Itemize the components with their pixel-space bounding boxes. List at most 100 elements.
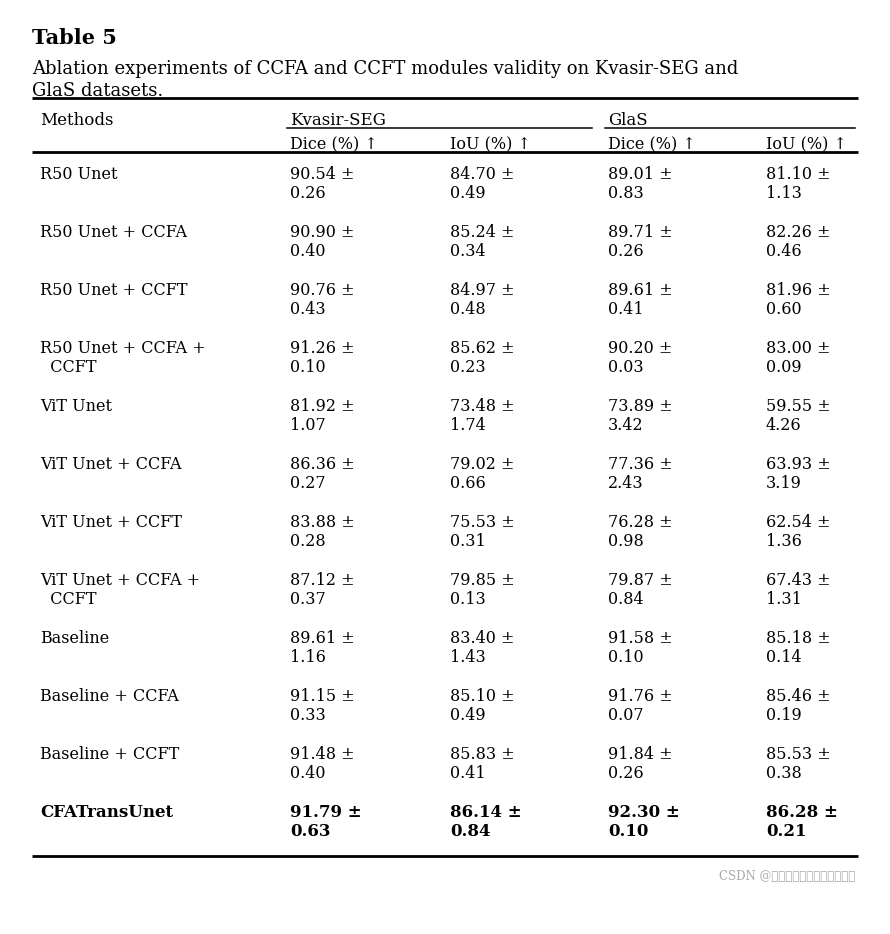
Text: 89.01 ±: 89.01 ± — [608, 166, 673, 183]
Text: Baseline: Baseline — [40, 630, 109, 647]
Text: Dice (%) ↑: Dice (%) ↑ — [608, 136, 696, 153]
Text: 0.98: 0.98 — [608, 533, 643, 550]
Text: 90.90 ±: 90.90 ± — [290, 224, 354, 241]
Text: R50 Unet: R50 Unet — [40, 166, 117, 183]
Text: 0.41: 0.41 — [450, 765, 486, 782]
Text: 0.48: 0.48 — [450, 301, 486, 318]
Text: 0.13: 0.13 — [450, 591, 486, 608]
Text: 73.89 ±: 73.89 ± — [608, 398, 673, 415]
Text: 79.87 ±: 79.87 ± — [608, 572, 673, 589]
Text: 0.41: 0.41 — [608, 301, 643, 318]
Text: 91.79 ±: 91.79 ± — [290, 804, 361, 821]
Text: 85.62 ±: 85.62 ± — [450, 340, 514, 357]
Text: ViT Unet: ViT Unet — [40, 398, 112, 415]
Text: 0.66: 0.66 — [450, 475, 486, 492]
Text: 75.53 ±: 75.53 ± — [450, 514, 514, 531]
Text: GlaS datasets.: GlaS datasets. — [32, 82, 163, 100]
Text: 89.61 ±: 89.61 ± — [290, 630, 355, 647]
Text: Kvasir-SEG: Kvasir-SEG — [290, 112, 386, 129]
Text: 1.07: 1.07 — [290, 417, 326, 434]
Text: 85.10 ±: 85.10 ± — [450, 688, 514, 705]
Text: 83.00 ±: 83.00 ± — [766, 340, 830, 357]
Text: 90.76 ±: 90.76 ± — [290, 282, 354, 299]
Text: 86.28 ±: 86.28 ± — [766, 804, 837, 821]
Text: 85.18 ±: 85.18 ± — [766, 630, 830, 647]
Text: 0.63: 0.63 — [290, 823, 330, 840]
Text: 0.38: 0.38 — [766, 765, 802, 782]
Text: 0.26: 0.26 — [608, 243, 643, 260]
Text: 0.37: 0.37 — [290, 591, 326, 608]
Text: 0.83: 0.83 — [608, 185, 643, 202]
Text: Dice (%) ↑: Dice (%) ↑ — [290, 136, 377, 153]
Text: 81.96 ±: 81.96 ± — [766, 282, 830, 299]
Text: 1.43: 1.43 — [450, 649, 486, 666]
Text: 0.26: 0.26 — [290, 185, 326, 202]
Text: 0.10: 0.10 — [290, 359, 326, 376]
Text: 67.43 ±: 67.43 ± — [766, 572, 830, 589]
Text: 91.15 ±: 91.15 ± — [290, 688, 355, 705]
Text: 0.40: 0.40 — [290, 243, 326, 260]
Text: IoU (%) ↑: IoU (%) ↑ — [450, 136, 530, 153]
Text: 0.84: 0.84 — [608, 591, 643, 608]
Text: 3.19: 3.19 — [766, 475, 802, 492]
Text: 82.26 ±: 82.26 ± — [766, 224, 830, 241]
Text: 79.85 ±: 79.85 ± — [450, 572, 514, 589]
Text: 73.48 ±: 73.48 ± — [450, 398, 514, 415]
Text: 81.92 ±: 81.92 ± — [290, 398, 354, 415]
Text: 90.54 ±: 90.54 ± — [290, 166, 354, 183]
Text: 1.13: 1.13 — [766, 185, 802, 202]
Text: 0.19: 0.19 — [766, 707, 802, 724]
Text: 85.53 ±: 85.53 ± — [766, 746, 830, 763]
Text: 62.54 ±: 62.54 ± — [766, 514, 830, 531]
Text: ViT Unet + CCFA +: ViT Unet + CCFA + — [40, 572, 200, 589]
Text: Table 5: Table 5 — [32, 28, 117, 48]
Text: 4.26: 4.26 — [766, 417, 802, 434]
Text: GlaS: GlaS — [608, 112, 648, 129]
Text: R50 Unet + CCFA +: R50 Unet + CCFA + — [40, 340, 206, 357]
Text: 91.26 ±: 91.26 ± — [290, 340, 354, 357]
Text: 0.46: 0.46 — [766, 243, 802, 260]
Text: 92.30 ±: 92.30 ± — [608, 804, 680, 821]
Text: 0.26: 0.26 — [608, 765, 643, 782]
Text: 85.46 ±: 85.46 ± — [766, 688, 830, 705]
Text: 0.14: 0.14 — [766, 649, 802, 666]
Text: 0.31: 0.31 — [450, 533, 486, 550]
Text: R50 Unet + CCFA: R50 Unet + CCFA — [40, 224, 187, 241]
Text: 0.10: 0.10 — [608, 823, 649, 840]
Text: R50 Unet + CCFT: R50 Unet + CCFT — [40, 282, 188, 299]
Text: 91.84 ±: 91.84 ± — [608, 746, 673, 763]
Text: 77.36 ±: 77.36 ± — [608, 456, 673, 473]
Text: 87.12 ±: 87.12 ± — [290, 572, 354, 589]
Text: 79.02 ±: 79.02 ± — [450, 456, 514, 473]
Text: 63.93 ±: 63.93 ± — [766, 456, 830, 473]
Text: CSDN @医学分割哇哇哇哇哇哇哇哇: CSDN @医学分割哇哇哇哇哇哇哇哇 — [719, 870, 855, 883]
Text: Baseline + CCFA: Baseline + CCFA — [40, 688, 179, 705]
Text: 59.55 ±: 59.55 ± — [766, 398, 830, 415]
Text: 91.76 ±: 91.76 ± — [608, 688, 673, 705]
Text: 0.03: 0.03 — [608, 359, 643, 376]
Text: 83.40 ±: 83.40 ± — [450, 630, 514, 647]
Text: 86.14 ±: 86.14 ± — [450, 804, 522, 821]
Text: 1.16: 1.16 — [290, 649, 326, 666]
Text: CCFT: CCFT — [40, 359, 96, 376]
Text: 0.27: 0.27 — [290, 475, 326, 492]
Text: CCFT: CCFT — [40, 591, 96, 608]
Text: 0.43: 0.43 — [290, 301, 326, 318]
Text: 91.48 ±: 91.48 ± — [290, 746, 354, 763]
Text: 81.10 ±: 81.10 ± — [766, 166, 830, 183]
Text: 1.31: 1.31 — [766, 591, 802, 608]
Text: 84.97 ±: 84.97 ± — [450, 282, 514, 299]
Text: 90.20 ±: 90.20 ± — [608, 340, 672, 357]
Text: 0.21: 0.21 — [766, 823, 806, 840]
Text: Baseline + CCFT: Baseline + CCFT — [40, 746, 179, 763]
Text: IoU (%) ↑: IoU (%) ↑ — [766, 136, 847, 153]
Text: 83.88 ±: 83.88 ± — [290, 514, 355, 531]
Text: 0.49: 0.49 — [450, 185, 486, 202]
Text: Ablation experiments of CCFA and CCFT modules validity on Kvasir-SEG and: Ablation experiments of CCFA and CCFT mo… — [32, 60, 739, 78]
Text: 84.70 ±: 84.70 ± — [450, 166, 514, 183]
Text: 89.71 ±: 89.71 ± — [608, 224, 673, 241]
Text: 2.43: 2.43 — [608, 475, 643, 492]
Text: 0.28: 0.28 — [290, 533, 326, 550]
Text: ViT Unet + CCFT: ViT Unet + CCFT — [40, 514, 182, 531]
Text: 0.49: 0.49 — [450, 707, 486, 724]
